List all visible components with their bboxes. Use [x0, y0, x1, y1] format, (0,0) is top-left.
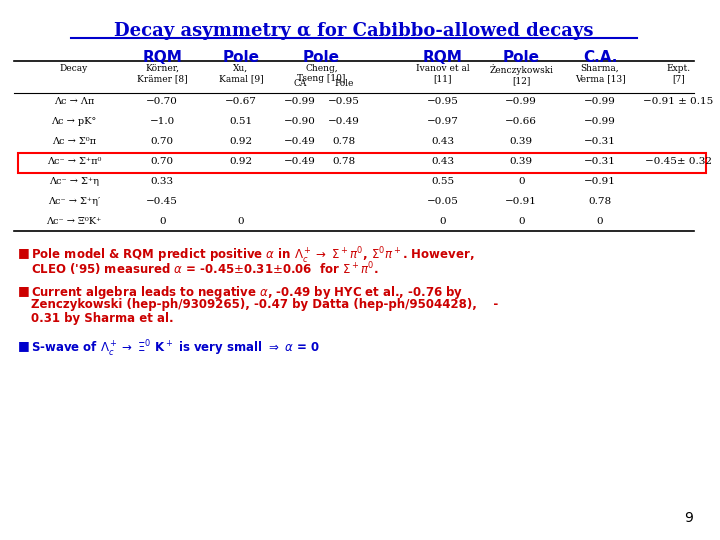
Text: Pole: Pole: [503, 50, 540, 65]
Text: Λc⁻ → Σ⁺η′: Λc⁻ → Σ⁺η′: [48, 197, 100, 206]
Text: −0.99: −0.99: [505, 97, 537, 106]
Text: 0: 0: [439, 217, 446, 226]
Text: Λc → pK°: Λc → pK°: [51, 117, 96, 126]
Text: 0.55: 0.55: [431, 177, 454, 186]
Bar: [18, 153, 706, 173]
Text: −0.45: −0.45: [146, 197, 179, 206]
Text: 0.33: 0.33: [150, 177, 174, 186]
Text: −0.99: −0.99: [284, 97, 316, 106]
Text: Pole: Pole: [222, 50, 259, 65]
Text: Expt.
[7]: Expt. [7]: [667, 64, 690, 83]
Text: 0.43: 0.43: [431, 137, 454, 146]
Text: 0.78: 0.78: [588, 197, 611, 206]
Text: 0.70: 0.70: [150, 157, 174, 166]
Text: ■: ■: [18, 246, 30, 259]
Text: −0.99: −0.99: [584, 97, 616, 106]
Text: 0.39: 0.39: [510, 137, 533, 146]
Text: RQM: RQM: [423, 50, 462, 65]
Text: 0.92: 0.92: [230, 137, 253, 146]
Text: Ivanov et al
[11]: Ivanov et al [11]: [415, 64, 469, 83]
Text: Zenczykowski (hep-ph/9309265), -0.47 by Datta (hep-ph/9504428),    -: Zenczykowski (hep-ph/9309265), -0.47 by …: [32, 298, 499, 311]
Text: 0.51: 0.51: [230, 117, 253, 126]
Text: −0.90: −0.90: [284, 117, 316, 126]
Text: C.A.: C.A.: [582, 50, 617, 65]
Text: Körner,
Krämer [8]: Körner, Krämer [8]: [137, 64, 188, 83]
Text: 0: 0: [238, 217, 244, 226]
Text: −0.97: −0.97: [427, 117, 459, 126]
Text: ■: ■: [18, 339, 30, 352]
Text: Sharma,
Verma [13]: Sharma, Verma [13]: [575, 64, 625, 83]
Text: 0.70: 0.70: [150, 137, 174, 146]
Text: 0.92: 0.92: [230, 157, 253, 166]
Text: 0.78: 0.78: [333, 157, 356, 166]
Text: S-wave of $\Lambda_c^+$$\rightarrow$ $\Xi^0$ K$^+$ is very small $\Rightarrow$ $: S-wave of $\Lambda_c^+$$\rightarrow$ $\X…: [32, 339, 320, 359]
Text: Λc → Λπ: Λc → Λπ: [53, 97, 94, 106]
Text: −0.49: −0.49: [284, 137, 316, 146]
Text: −0.49: −0.49: [284, 157, 316, 166]
Text: Pole: Pole: [303, 50, 340, 65]
Text: Λc → Σ⁰π: Λc → Σ⁰π: [52, 137, 96, 146]
Text: −0.91: −0.91: [584, 177, 616, 186]
Text: RQM: RQM: [143, 50, 182, 65]
Text: Żenczykowski
[12]: Żenczykowski [12]: [490, 64, 553, 85]
Text: ■: ■: [18, 284, 30, 297]
Text: 0.39: 0.39: [510, 157, 533, 166]
Text: Λc⁻ → Ξ⁰K⁺: Λc⁻ → Ξ⁰K⁺: [46, 217, 102, 226]
Text: −0.31: −0.31: [584, 157, 616, 166]
Text: Decay asymmetry α for Cabibbo-allowed decays: Decay asymmetry α for Cabibbo-allowed de…: [114, 22, 594, 40]
Text: Xu,
Kamal [9]: Xu, Kamal [9]: [219, 64, 264, 83]
Text: 0: 0: [518, 217, 525, 226]
Text: −0.70: −0.70: [146, 97, 179, 106]
Text: CLEO ('95) measured $\alpha$ = -0.45$\pm$0.31$\pm$0.06  for $\Sigma^+\pi^0$.: CLEO ('95) measured $\alpha$ = -0.45$\pm…: [32, 260, 379, 278]
Text: −0.91 ± 0.15: −0.91 ± 0.15: [644, 97, 714, 106]
Text: Current algebra leads to negative $\alpha$, -0.49 by HYC et al., -0.76 by: Current algebra leads to negative $\alph…: [32, 284, 464, 301]
Text: −0.95: −0.95: [427, 97, 459, 106]
Text: 0.31 by Sharma et al.: 0.31 by Sharma et al.: [32, 312, 174, 325]
Text: −0.49: −0.49: [328, 117, 360, 126]
Text: −1.0: −1.0: [150, 117, 175, 126]
Text: 9: 9: [684, 511, 693, 525]
Text: −0.05: −0.05: [427, 197, 459, 206]
Text: 0.78: 0.78: [333, 137, 356, 146]
Text: 0: 0: [597, 217, 603, 226]
Text: 0.43: 0.43: [431, 157, 454, 166]
Text: −0.91: −0.91: [505, 197, 537, 206]
Text: 0: 0: [159, 217, 166, 226]
Text: Λc⁻ → Σ⁺π⁰: Λc⁻ → Σ⁺π⁰: [47, 157, 101, 166]
Text: −0.31: −0.31: [584, 137, 616, 146]
Text: −0.66: −0.66: [505, 117, 537, 126]
Text: Pole model & RQM predict positive $\alpha$ in $\Lambda_c^+$$\rightarrow$ $\Sigma: Pole model & RQM predict positive $\alph…: [32, 246, 475, 266]
Text: Cheng,
Tseng [10]: Cheng, Tseng [10]: [297, 64, 346, 83]
Text: Decay: Decay: [60, 64, 88, 73]
Text: Λc⁻ → Σ⁺η: Λc⁻ → Σ⁺η: [49, 177, 99, 186]
Text: −0.45± 0.32: −0.45± 0.32: [645, 157, 712, 166]
Text: −0.67: −0.67: [225, 97, 257, 106]
Text: CA: CA: [293, 79, 307, 88]
Text: −0.95: −0.95: [328, 97, 360, 106]
Text: 0: 0: [518, 177, 525, 186]
Text: −0.99: −0.99: [584, 117, 616, 126]
Text: Pole: Pole: [335, 79, 354, 88]
